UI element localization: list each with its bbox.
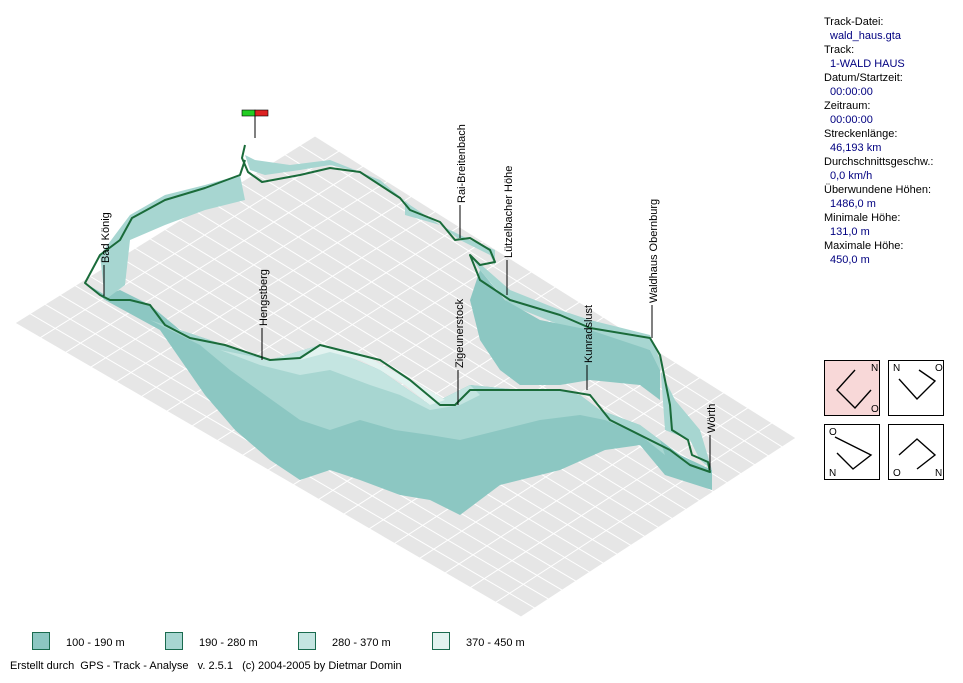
legend-swatch	[165, 632, 183, 650]
view-orientation-button-1[interactable]: N O	[824, 360, 880, 416]
orientation-diamond-icon	[834, 436, 873, 470]
start-flag-icon	[241, 109, 256, 117]
corner-label: N	[871, 363, 879, 374]
elevation-band-370-450	[300, 345, 445, 405]
legend-label: 280 - 370 m	[332, 637, 391, 649]
info-label-min-elevation: Minimale Höhe:	[824, 212, 901, 224]
corner-label: O	[829, 427, 837, 438]
footer-credits: Erstellt durch GPS - Track - Analyse v. …	[10, 660, 402, 672]
view-orientation-button-3[interactable]: O N	[824, 424, 880, 480]
orientation-diamond-icon	[898, 438, 937, 470]
waypoint-label-zigeunerstock: Zigeunerstock	[454, 298, 466, 368]
legend-item: 370 - 450 m	[432, 632, 612, 654]
info-label-duration: Zeitraum:	[824, 100, 871, 112]
waypoint-label-luetzelbacher-hoehe: Lützelbacher Höhe	[503, 166, 515, 258]
info-label-elevation-gain: Überwundene Höhen:	[824, 184, 932, 196]
info-value-distance: 46,193 km	[830, 142, 882, 154]
elevation-band-190-280	[150, 320, 665, 455]
waypoint-label-bad-koenig: Bad König	[100, 212, 112, 263]
info-label-start-time: Datum/Startzeit:	[824, 72, 903, 84]
corner-label: O	[871, 404, 879, 415]
info-label-avg-speed: Durchschnittsgeschw.:	[824, 156, 934, 168]
orientation-diamond-icon	[836, 369, 872, 410]
info-value-max-elevation: 450,0 m	[830, 254, 870, 266]
view-orientation-button-2[interactable]: N O	[888, 360, 944, 416]
grid-line	[90, 180, 388, 368]
info-label-track-file: Track-Datei:	[824, 16, 884, 28]
waypoint-label-woerth: Wörth	[706, 404, 718, 433]
info-label-track: Track:	[824, 44, 855, 56]
waypoint-label-hengstberg: Hengstberg	[258, 269, 270, 326]
back-wall-west	[100, 175, 245, 300]
info-value-duration: 00:00:00	[830, 114, 873, 126]
legend-item: 190 - 280 m	[165, 632, 345, 654]
info-label-max-elevation: Maximale Höhe:	[824, 240, 904, 252]
grid-line	[495, 422, 773, 603]
legend-swatch	[432, 632, 450, 650]
legend-label: 190 - 280 m	[199, 637, 258, 649]
back-wall-north	[245, 155, 495, 265]
waypoint-label-rai-breitenbach: Rai-Breitenbach	[456, 124, 468, 203]
info-value-start-time: 00:00:00	[830, 86, 873, 98]
track-info-panel: Track-Datei: wald_haus.gta Track: 1-WALD…	[824, 15, 959, 267]
info-label-distance: Streckenlänge:	[824, 128, 898, 140]
end-flag-icon	[254, 109, 269, 117]
track-line	[84, 144, 711, 473]
corner-label: N	[935, 468, 943, 479]
info-value-track-file: wald_haus.gta	[830, 30, 901, 42]
legend-item: 280 - 370 m	[298, 632, 478, 654]
corner-label: N	[893, 363, 901, 374]
elevation-band-280-370	[220, 345, 480, 410]
legend-label: 370 - 450 m	[466, 637, 525, 649]
corner-label: O	[893, 468, 901, 479]
grid-line	[115, 195, 412, 383]
waypoint-label-kunradslust: Kunradslust	[583, 305, 595, 363]
corner-label: N	[829, 468, 837, 479]
waypoint-label-waldhaus-obernburg: Waldhaus Obernburg	[648, 199, 660, 303]
orientation-diamond-icon	[898, 369, 937, 401]
corner-label: O	[935, 363, 943, 374]
legend-item: 100 - 190 m	[32, 632, 212, 654]
grid-line	[520, 437, 797, 618]
east-wall-inner	[470, 255, 712, 470]
view-orientation-button-4[interactable]: O N	[888, 424, 944, 480]
grid-line	[40, 150, 340, 339]
legend-swatch	[298, 632, 316, 650]
legend-label: 100 - 190 m	[66, 637, 125, 649]
info-value-min-elevation: 131,0 m	[830, 226, 870, 238]
east-wall-front	[470, 270, 660, 400]
grid-line	[65, 165, 364, 353]
info-value-elevation-gain: 1486,0 m	[830, 198, 876, 210]
info-value-avg-speed: 0,0 km/h	[830, 170, 873, 182]
info-value-track: 1-WALD HAUS	[830, 58, 905, 70]
legend-swatch	[32, 632, 50, 650]
